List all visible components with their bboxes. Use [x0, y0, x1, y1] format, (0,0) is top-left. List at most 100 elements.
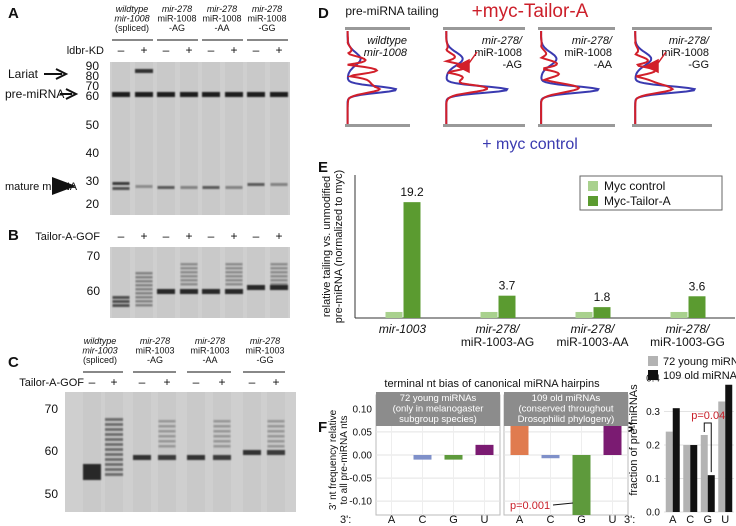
- annotation: p=0.04: [691, 410, 725, 422]
- x-tick-label: mir-278/miR-1003-GG: [650, 322, 725, 349]
- trace-arrow: [455, 51, 478, 74]
- gel-lane: [112, 62, 130, 215]
- gel-band: [270, 183, 288, 186]
- text-line: –: [193, 375, 200, 389]
- text-line: –: [253, 229, 260, 243]
- gel-band: [180, 289, 198, 294]
- text-line: –: [89, 375, 96, 389]
- panel-label: C: [8, 354, 19, 371]
- y-tick-label: 0.1: [646, 474, 660, 485]
- legend-label: 109 old miRNAs: [663, 370, 736, 382]
- lane-sign: –: [253, 43, 260, 57]
- text-line: mir-278: [207, 4, 237, 14]
- trace-label: wildtype mir-1008: [364, 35, 408, 59]
- arrow: [60, 88, 79, 100]
- gel-band: [158, 455, 176, 460]
- text-line: –: [139, 375, 146, 389]
- text-line: 72 young miRNAs: [400, 393, 477, 404]
- gel-lane: [157, 247, 175, 318]
- gel-band: [267, 430, 285, 433]
- bar: [672, 408, 680, 512]
- gel-band: [180, 92, 198, 97]
- annotation-pointer: [552, 502, 574, 506]
- gel-band: [225, 275, 243, 278]
- text-line: fraction of pre-miRNAs: [628, 384, 640, 496]
- lane-sign: –: [118, 229, 125, 243]
- gel-band: [187, 455, 205, 460]
- lane-sign: –: [249, 375, 256, 389]
- text-line: -AG: [147, 355, 163, 365]
- text-line: C: [547, 514, 555, 526]
- gel-lane: [180, 62, 198, 215]
- gel-lane: [112, 247, 130, 318]
- text-line: mir-1003: [82, 346, 117, 356]
- bar: [403, 202, 421, 318]
- text-line: –: [163, 43, 170, 57]
- gel-band: [225, 186, 243, 189]
- gel-lane: [225, 247, 243, 318]
- text-line: Tailor-A-GOF: [35, 231, 100, 243]
- tailor-trace: [634, 31, 675, 124]
- gel-lane: [270, 247, 288, 318]
- text-line: 0.1: [646, 474, 660, 485]
- gel-band: [135, 288, 153, 291]
- bar: [498, 295, 516, 318]
- gel-band: [105, 423, 123, 426]
- gel-lane: [202, 247, 220, 318]
- legend-label: Myc-Tailor-A: [604, 194, 671, 208]
- text-line: to all pre-miRNA nts: [339, 416, 350, 505]
- trace-axis: [632, 124, 712, 127]
- text-line: B: [8, 227, 19, 244]
- y-tick-label: 0.10: [353, 404, 373, 415]
- panel-label: F: [318, 419, 327, 436]
- gel-band: [267, 440, 285, 443]
- condition-label: Tailor-A-GOF: [19, 377, 84, 389]
- text-line: (spliced): [115, 23, 149, 33]
- gel-band: [158, 440, 176, 443]
- bar: [385, 311, 403, 318]
- gel-band: [225, 283, 243, 286]
- trace-axis: [538, 27, 615, 30]
- gel-band: [112, 182, 130, 185]
- gel-band: [135, 292, 153, 295]
- text-line: miR-1003-AA: [556, 335, 628, 349]
- lane-group-header: mir-278 miR-1003 -AA: [190, 336, 229, 365]
- x-tick-label: mir-278/miR-1003-AA: [556, 322, 628, 349]
- gel-lane: [83, 392, 101, 512]
- trace-axis: [538, 124, 615, 127]
- gel-band: [213, 445, 231, 448]
- text-line: –: [118, 229, 125, 243]
- gel-lane: [135, 62, 153, 215]
- text-line: 90: [86, 59, 100, 73]
- lane-sign: +: [110, 375, 117, 389]
- text-line: 60: [86, 89, 100, 103]
- text-line: +: [275, 229, 282, 243]
- size-marker: 90: [86, 59, 100, 73]
- text-line: mir-1008: [114, 14, 149, 24]
- gel-band: [270, 285, 288, 290]
- y-tick-label: 0.3: [646, 407, 660, 418]
- text-line: relative tailing vs. unmodified: [321, 176, 333, 317]
- x-tick-label: U: [481, 514, 489, 526]
- gel-band: [105, 418, 123, 421]
- text-line: miR-1008: [474, 47, 522, 59]
- text-line: Drosophilid phylogeny): [518, 414, 615, 425]
- facet-header: [504, 392, 628, 426]
- text-line: (only in melanogaster: [393, 404, 484, 415]
- x-tick-label: G: [703, 514, 712, 526]
- gel-band: [213, 425, 231, 428]
- bar: [480, 311, 498, 318]
- text-line: 0.2: [646, 441, 660, 452]
- text-line: mir-278: [140, 336, 170, 346]
- facet-header: [376, 392, 500, 426]
- x-tick-label: C: [686, 514, 694, 526]
- text-line: miR-1003: [135, 346, 174, 356]
- text-line: Myc-Tailor-A: [604, 194, 671, 208]
- text-line: 19.2: [400, 185, 424, 199]
- gel-band: [270, 92, 288, 97]
- gel-lane: [247, 247, 265, 318]
- lane-sign: +: [230, 229, 237, 243]
- condition-label: ldbr-KD: [67, 45, 104, 57]
- trace-treatment: +myc-Tailor-A: [472, 1, 589, 22]
